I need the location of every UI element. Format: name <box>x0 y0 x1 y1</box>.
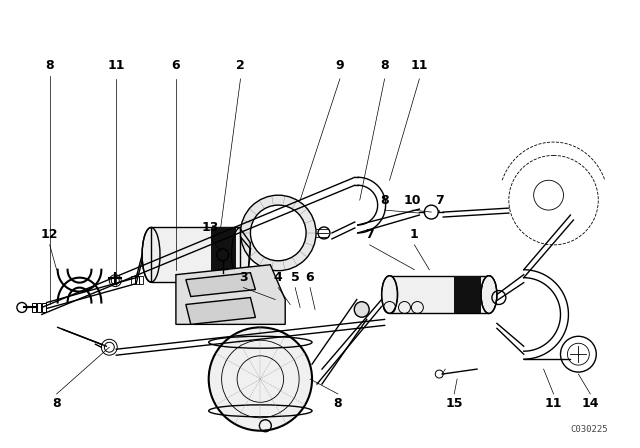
Text: 11: 11 <box>411 60 428 73</box>
Text: 12: 12 <box>41 228 58 241</box>
Circle shape <box>250 205 306 261</box>
Circle shape <box>209 327 312 431</box>
Text: 7: 7 <box>435 194 444 207</box>
Text: 1: 1 <box>410 228 419 241</box>
Polygon shape <box>390 276 489 314</box>
Ellipse shape <box>142 228 160 282</box>
Text: 4: 4 <box>274 271 283 284</box>
Text: 3: 3 <box>239 271 248 284</box>
Text: 13: 13 <box>202 221 220 234</box>
Text: 14: 14 <box>582 397 599 410</box>
Ellipse shape <box>381 276 397 314</box>
Polygon shape <box>211 228 236 282</box>
Text: 5: 5 <box>291 271 300 284</box>
Text: 7: 7 <box>365 228 374 241</box>
Text: 8: 8 <box>380 60 389 73</box>
Text: 15: 15 <box>445 397 463 410</box>
Polygon shape <box>186 297 255 324</box>
Text: 10: 10 <box>404 194 421 207</box>
Polygon shape <box>151 228 241 282</box>
Text: C030225: C030225 <box>571 425 608 434</box>
Text: 2: 2 <box>236 60 245 73</box>
Text: 8: 8 <box>45 60 54 73</box>
Ellipse shape <box>232 228 250 282</box>
Ellipse shape <box>481 276 497 314</box>
Text: 8: 8 <box>52 397 61 410</box>
Text: 11: 11 <box>108 60 125 73</box>
Text: 8: 8 <box>380 194 389 207</box>
Circle shape <box>241 195 316 271</box>
Text: 11: 11 <box>545 397 563 410</box>
Text: 9: 9 <box>335 60 344 73</box>
Ellipse shape <box>355 302 369 317</box>
Polygon shape <box>176 265 285 324</box>
Polygon shape <box>454 276 481 314</box>
Polygon shape <box>186 273 255 297</box>
Text: 8: 8 <box>333 397 342 410</box>
Text: 6: 6 <box>306 271 314 284</box>
Text: 6: 6 <box>172 60 180 73</box>
